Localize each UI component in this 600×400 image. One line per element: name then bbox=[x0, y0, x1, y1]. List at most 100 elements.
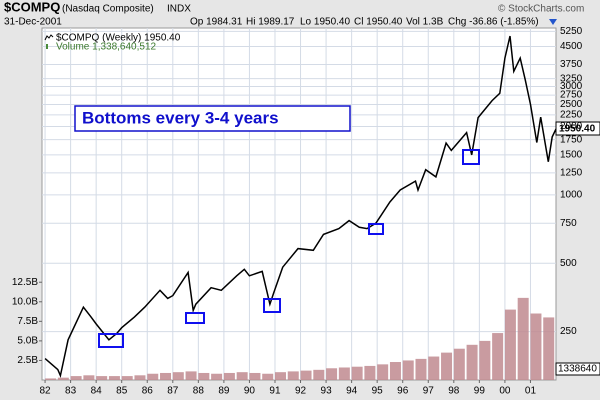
last-volume-box bbox=[555, 362, 600, 376]
x-tick-label: 95 bbox=[372, 386, 384, 397]
volume-bar bbox=[96, 376, 108, 380]
x-tick-label: 91 bbox=[269, 386, 281, 397]
y2-tick-label: 10.0B bbox=[12, 296, 38, 307]
volume-bar bbox=[147, 373, 159, 380]
last-volume-label: 1338640 bbox=[558, 364, 597, 375]
y-tick-label: 5250 bbox=[560, 26, 583, 37]
volume-bar bbox=[377, 364, 389, 380]
volume-bar bbox=[262, 373, 274, 380]
bottom-highlight bbox=[263, 298, 281, 313]
volume-bar bbox=[466, 344, 478, 380]
volume-bar bbox=[492, 333, 504, 380]
x-tick-label: 88 bbox=[193, 386, 205, 397]
volume-bar bbox=[479, 340, 491, 380]
volume-bar bbox=[453, 348, 465, 380]
x-tick-label: 96 bbox=[397, 386, 409, 397]
volume-bar bbox=[300, 370, 312, 380]
quote-change: Chg -36.86 (-1.85%) bbox=[448, 17, 539, 28]
x-tick-label: 92 bbox=[295, 386, 307, 397]
dropdown-icon bbox=[549, 19, 557, 25]
last-price-box bbox=[555, 121, 600, 136]
legend-volume: Volume 1,338,640,512 bbox=[56, 42, 157, 53]
volume-bar bbox=[338, 367, 350, 380]
volume-bar bbox=[441, 352, 453, 380]
y-tick-label: 1000 bbox=[560, 189, 583, 200]
y-tick-label: 4500 bbox=[560, 41, 583, 52]
y-tick-label: 3750 bbox=[560, 59, 583, 70]
bottom-highlight bbox=[368, 223, 384, 235]
volume-bar bbox=[236, 372, 248, 380]
volume-bar bbox=[223, 372, 235, 380]
y2-tick-label: 5.0B bbox=[17, 336, 38, 347]
x-tick-label: 99 bbox=[474, 386, 486, 397]
legend-price: $COMPQ (Weekly) 1950.40 bbox=[56, 33, 181, 44]
y-tick-label: 2750 bbox=[560, 90, 583, 101]
volume-bar bbox=[402, 360, 414, 380]
y-tick-label: 2000 bbox=[560, 121, 583, 132]
price-line bbox=[44, 35, 557, 379]
volume-bar bbox=[351, 366, 363, 380]
volume-bar bbox=[274, 372, 286, 380]
quote-close: Cl 1950.40 bbox=[354, 17, 403, 28]
exchange: INDX bbox=[167, 4, 191, 15]
volume-bar bbox=[211, 373, 223, 380]
volume-bar bbox=[364, 365, 376, 380]
volume-bar bbox=[287, 371, 299, 380]
quote-volume: Vol 1.3B bbox=[406, 17, 444, 28]
legend-volume-icon bbox=[46, 44, 48, 49]
y-tick-label: 500 bbox=[560, 258, 577, 269]
volume-bar bbox=[57, 377, 69, 380]
y-tick-label: 1500 bbox=[560, 150, 583, 161]
x-tick-label: 83 bbox=[65, 386, 77, 397]
x-tick-label: 94 bbox=[346, 386, 358, 397]
date: 31-Dec-2001 bbox=[4, 17, 62, 28]
volume-bar bbox=[428, 356, 440, 380]
quote-low: Lo 1950.40 bbox=[300, 17, 350, 28]
x-tick-label: 89 bbox=[218, 386, 230, 397]
x-tick-label: 84 bbox=[91, 386, 103, 397]
volume-bar bbox=[415, 358, 427, 380]
company-name: (Nasdaq Composite) bbox=[62, 4, 154, 15]
y2-tick-label: 7.5B bbox=[17, 316, 38, 327]
x-tick-label: 82 bbox=[40, 386, 52, 397]
y-tick-label: 3250 bbox=[560, 73, 583, 84]
volume-bar bbox=[389, 362, 401, 380]
volume-bar bbox=[530, 313, 542, 380]
y-tick-label: 1750 bbox=[560, 134, 583, 145]
volume-bar bbox=[517, 297, 529, 380]
volume-bar bbox=[83, 375, 95, 380]
volume-bar bbox=[543, 317, 555, 380]
y-tick-label: 3000 bbox=[560, 81, 583, 92]
y-tick-label: 1250 bbox=[560, 167, 583, 178]
volume-bar bbox=[326, 368, 338, 380]
y-tick-label: 250 bbox=[560, 326, 577, 337]
volume-bar bbox=[198, 372, 210, 380]
volume-bar bbox=[45, 378, 57, 380]
bottom-highlight bbox=[185, 312, 205, 324]
annotation-box bbox=[74, 105, 351, 132]
y-tick-label: 750 bbox=[560, 218, 577, 229]
y-tick-label: 2500 bbox=[560, 99, 583, 110]
x-tick-label: 97 bbox=[423, 386, 435, 397]
y2-tick-label: 2.5B bbox=[17, 355, 38, 366]
volume-bar bbox=[108, 376, 120, 380]
quote-high: Hi 1989.17 bbox=[246, 17, 295, 28]
symbol: $COMPQ bbox=[4, 0, 60, 14]
volume-bar bbox=[249, 372, 261, 380]
legend-line-icon bbox=[44, 34, 54, 41]
x-tick-label: 85 bbox=[116, 386, 128, 397]
volume-bar bbox=[160, 372, 172, 380]
x-tick-label: 87 bbox=[167, 386, 179, 397]
volume-bar bbox=[172, 372, 184, 380]
volume-bar bbox=[70, 376, 82, 380]
x-tick-label: 01 bbox=[525, 386, 537, 397]
x-tick-label: 00 bbox=[499, 386, 511, 397]
volume-bar bbox=[134, 375, 146, 380]
x-tick-label: 86 bbox=[142, 386, 154, 397]
last-price-label: 1950.40 bbox=[559, 124, 596, 135]
volume-bar bbox=[121, 376, 133, 380]
y-tick-label: 2250 bbox=[560, 110, 583, 121]
x-tick-label: 93 bbox=[321, 386, 333, 397]
credit: © StockCharts.com bbox=[498, 4, 584, 15]
